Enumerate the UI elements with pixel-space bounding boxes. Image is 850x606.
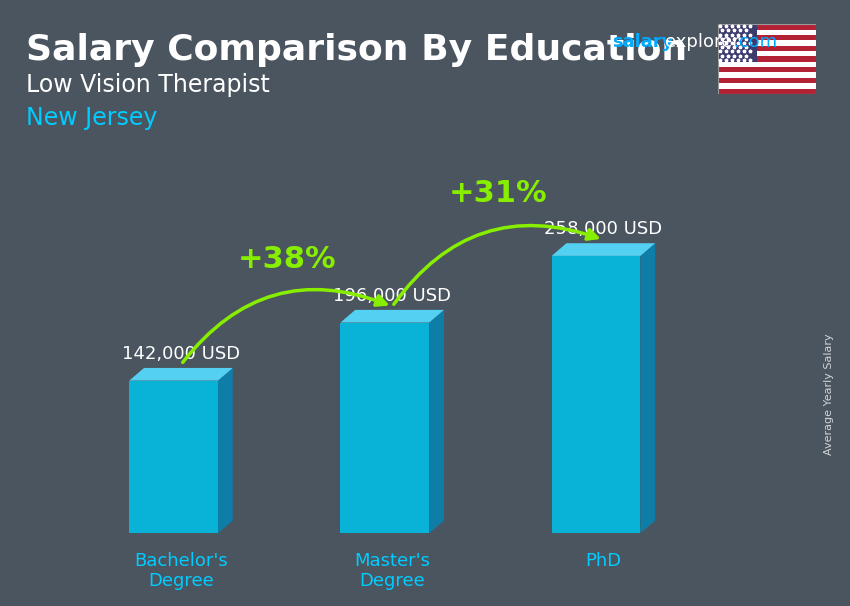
Bar bbox=[718, 78, 816, 83]
Text: Bachelor's
Degree: Bachelor's Degree bbox=[134, 551, 228, 590]
Bar bbox=[718, 83, 816, 88]
Text: explorer: explorer bbox=[665, 33, 740, 52]
Bar bbox=[718, 62, 816, 67]
Text: Low Vision Therapist: Low Vision Therapist bbox=[26, 73, 269, 97]
Bar bbox=[718, 88, 816, 94]
Bar bbox=[718, 41, 816, 45]
Text: salary: salary bbox=[612, 33, 673, 52]
Bar bbox=[718, 67, 816, 73]
Polygon shape bbox=[129, 368, 233, 381]
Text: PhD: PhD bbox=[586, 551, 621, 570]
Text: +38%: +38% bbox=[237, 245, 336, 275]
Polygon shape bbox=[552, 256, 640, 533]
Bar bbox=[718, 51, 816, 56]
Bar bbox=[718, 45, 816, 51]
Bar bbox=[718, 35, 816, 41]
Polygon shape bbox=[341, 310, 444, 322]
Polygon shape bbox=[341, 322, 429, 533]
Text: Master's
Degree: Master's Degree bbox=[354, 551, 430, 590]
Bar bbox=[718, 56, 816, 62]
Polygon shape bbox=[218, 368, 233, 533]
Bar bbox=[718, 73, 816, 78]
Text: .com: .com bbox=[733, 33, 777, 52]
Text: 142,000 USD: 142,000 USD bbox=[122, 345, 240, 363]
Text: +31%: +31% bbox=[449, 179, 547, 208]
Text: 196,000 USD: 196,000 USD bbox=[333, 287, 451, 305]
Text: New Jersey: New Jersey bbox=[26, 106, 157, 130]
Polygon shape bbox=[640, 243, 655, 533]
Text: Average Yearly Salary: Average Yearly Salary bbox=[824, 333, 834, 454]
Bar bbox=[718, 24, 757, 62]
Text: 258,000 USD: 258,000 USD bbox=[544, 220, 662, 238]
Polygon shape bbox=[552, 243, 655, 256]
Text: Salary Comparison By Education: Salary Comparison By Education bbox=[26, 33, 687, 67]
Bar bbox=[718, 24, 816, 30]
Bar bbox=[718, 30, 816, 35]
Polygon shape bbox=[429, 310, 444, 533]
Polygon shape bbox=[129, 381, 218, 533]
